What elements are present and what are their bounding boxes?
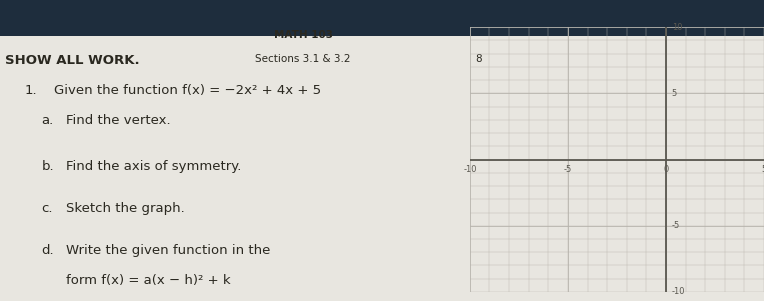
Text: -10: -10 [672,287,685,296]
Text: Sketch the graph.: Sketch the graph. [66,202,185,215]
Bar [0,0,764,36]
Text: 1.: 1. [24,84,37,97]
Text: Given the function f(x) = −2x² + 4x + 5: Given the function f(x) = −2x² + 4x + 5 [53,84,321,97]
Text: MATH 103: MATH 103 [274,30,332,40]
Text: Write the given function in the: Write the given function in the [66,244,270,257]
Text: 8: 8 [475,54,481,64]
Text: Find the axis of symmetry.: Find the axis of symmetry. [66,160,241,172]
Text: 0: 0 [663,165,668,174]
Text: 5: 5 [762,165,764,174]
Text: a.: a. [41,114,53,127]
Text: -10: -10 [463,165,477,174]
Text: form f(x) = a(x − h)² + k: form f(x) = a(x − h)² + k [66,274,231,287]
Text: -5: -5 [672,221,680,230]
Text: -5: -5 [564,165,572,174]
Text: Find the vertex.: Find the vertex. [66,114,170,127]
Text: Sections 3.1 & 3.2: Sections 3.1 & 3.2 [255,54,351,64]
Text: 5: 5 [672,89,677,98]
Text: 10: 10 [672,23,682,32]
Text: SHOW ALL WORK.: SHOW ALL WORK. [5,54,140,67]
Text: d.: d. [41,244,54,257]
Text: b.: b. [41,160,54,172]
Text: c.: c. [41,202,53,215]
